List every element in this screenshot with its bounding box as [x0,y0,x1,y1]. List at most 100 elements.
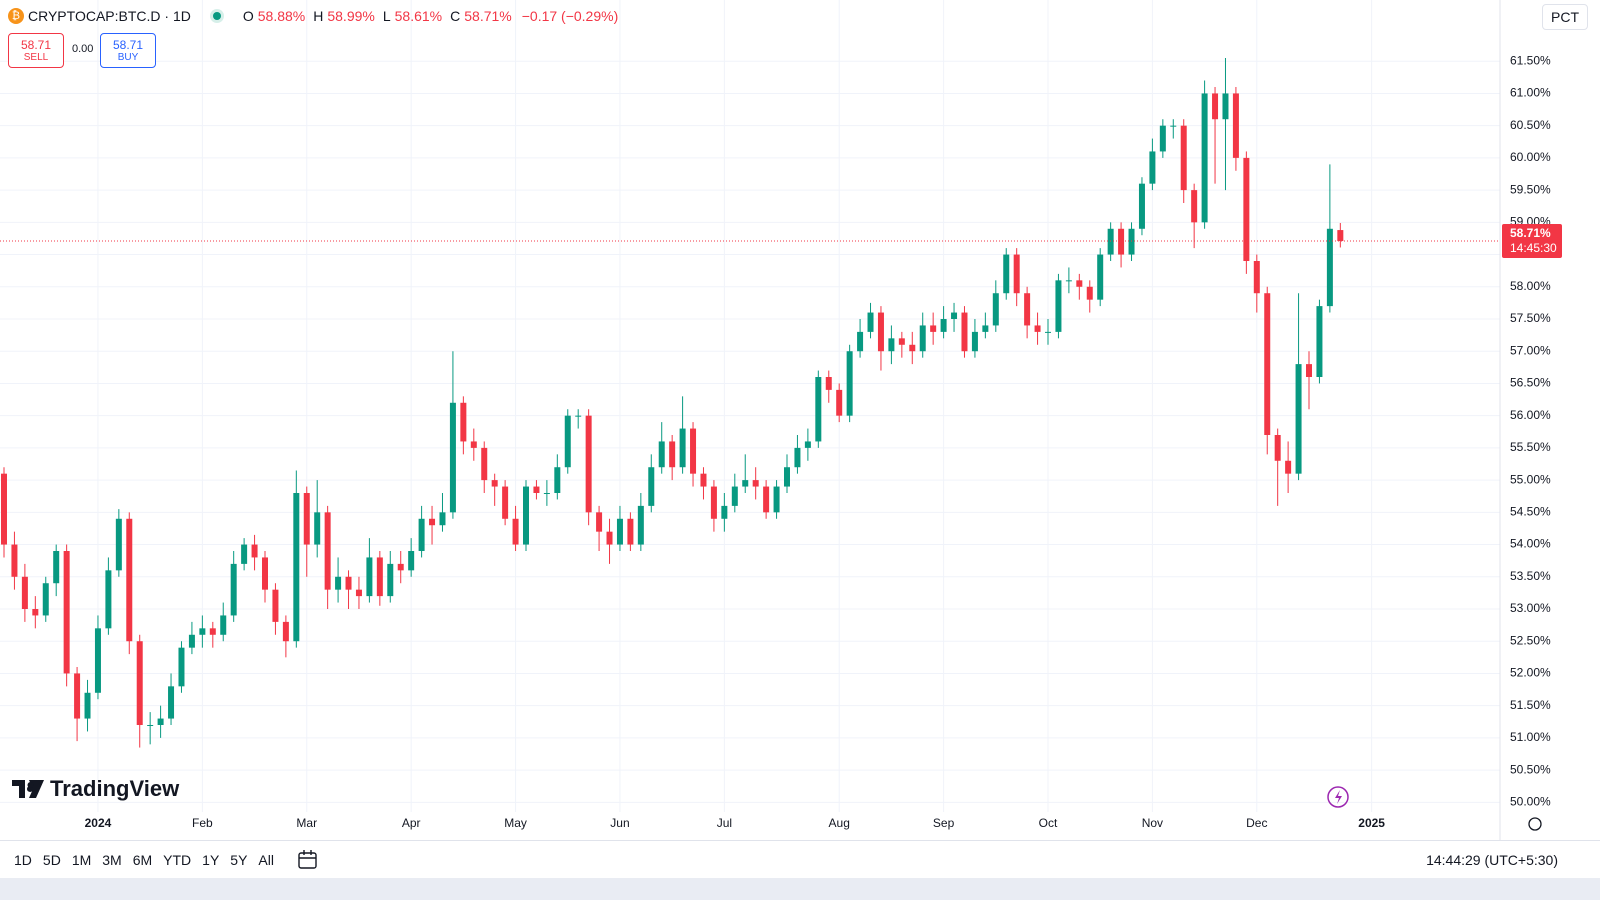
candle-body [930,325,937,332]
candle-body [961,312,968,352]
y-tick-label: 60.50% [1510,118,1551,132]
candle-body [74,673,81,719]
candle-body [909,344,916,352]
candle-body [951,312,958,319]
bottom-toolbar: 1D 5D 1M 3M 6M YTD 1Y 5Y All 14:44:29 (UTC+5:30) [0,840,1600,879]
range-button[interactable]: All [258,852,274,868]
range-buttons: 1D 5D 1M 3M 6M YTD 1Y 5Y All [14,852,274,868]
candle-body [804,441,811,448]
y-tick-label: 57.00% [1510,343,1551,357]
candle-body [637,505,644,545]
lightning-icon [1327,786,1349,808]
candle-body [282,621,289,642]
y-tick-label: 60.00% [1510,150,1551,164]
candle-body [721,505,728,519]
ohlc-key: C [450,8,461,24]
candle-body [188,634,195,648]
candle-body [1232,93,1239,158]
symbol[interactable]: CRYPTOCAP:BTC.D · 1D [28,8,191,24]
candle-body [606,531,613,545]
chart: 50.00% 50.50% 51.00% 51.50% 52.00% 52.50% 53.0… [0,0,1562,840]
x-tick-label: Oct [1039,816,1058,830]
y-tick-label: 55.00% [1510,472,1551,486]
candle-body [251,544,258,558]
candle-body [345,576,352,590]
market-status[interactable] [212,12,221,20]
range-button[interactable]: 5Y [230,852,248,868]
buy-button[interactable]: 58.71 BUY [100,33,156,68]
range-button[interactable]: 1Y [202,852,220,868]
candle-body [763,486,770,513]
logo-icon [12,780,44,798]
candle-body [199,628,206,635]
candle-body [387,563,394,597]
range-button[interactable]: 1D [14,852,32,868]
candle-body [94,628,101,693]
candle-body [1,473,7,545]
ohlc-key: L [382,8,391,24]
candle-body [230,563,237,616]
candle-body [460,402,467,442]
price-tag-countdown: 14:45:30 [1510,241,1557,255]
y-tick-label: 50.50% [1510,762,1551,776]
x-tick-label: Feb [192,816,213,830]
sell-price: 58.71 [20,38,52,52]
candle-body [449,402,456,513]
y-tick-label: 59.50% [1510,182,1551,196]
date-range-icon[interactable] [296,848,320,872]
candle-body [168,686,175,719]
x-tick-label: Dec [1246,816,1267,830]
candle-body [543,493,550,494]
price-tag-price: 58.71% [1510,226,1551,240]
candle-body [1034,325,1041,332]
y-tick-label: 57.50% [1510,311,1551,325]
candle-body [794,447,801,468]
candle-body [825,377,832,390]
clock[interactable]: 14:44:29 (UTC+5:30) [1426,852,1558,868]
candle-body [376,557,383,597]
x-tick-label: May [504,816,527,830]
y-tick-label: 51.50% [1510,698,1551,712]
x-tick-label: Jun [610,816,629,830]
candle-body [1086,286,1093,300]
candle-body [418,518,425,551]
spread: 0.00 [72,43,94,55]
candle-body [700,473,707,487]
y-tick-label: 50.00% [1510,795,1551,809]
candle-body [940,319,947,332]
candle-body [982,325,989,332]
y-tick-label: 61.50% [1510,53,1551,67]
candle-body [731,486,738,506]
candle-body [1024,293,1031,326]
candle-body [1306,364,1312,377]
settings-icon [1528,817,1542,831]
candle-body [209,628,216,635]
scale-mode[interactable]: PCT [1542,4,1588,30]
range-button[interactable]: 5D [42,852,61,868]
candle-body [1222,93,1229,120]
candle-body [429,518,436,526]
range-button[interactable]: 3M [102,852,122,868]
candle-body [147,725,154,726]
candle-body [564,415,571,468]
candle-body [1264,293,1271,435]
candle-body [888,338,895,352]
candle-body [679,428,686,468]
range-button[interactable]: 6M [132,852,153,868]
range-button[interactable]: YTD [163,852,192,868]
candle-body [355,589,362,597]
candle-body [11,544,18,577]
candle-body [616,518,623,545]
candle-body [1107,228,1114,255]
y-tick-label: 56.50% [1510,376,1551,390]
x-tick-label: Apr [402,816,421,830]
candle-body [585,415,592,513]
lightning-bolt [1335,790,1342,804]
candle-body [1003,254,1010,294]
ohlc-key: O [242,8,254,24]
y-tick-label: 51.00% [1510,730,1551,744]
candle-body [752,480,759,487]
range-button[interactable]: 1M [71,852,92,868]
sell-button[interactable]: 58.71 SELL [8,33,64,68]
candle-body [220,615,227,635]
